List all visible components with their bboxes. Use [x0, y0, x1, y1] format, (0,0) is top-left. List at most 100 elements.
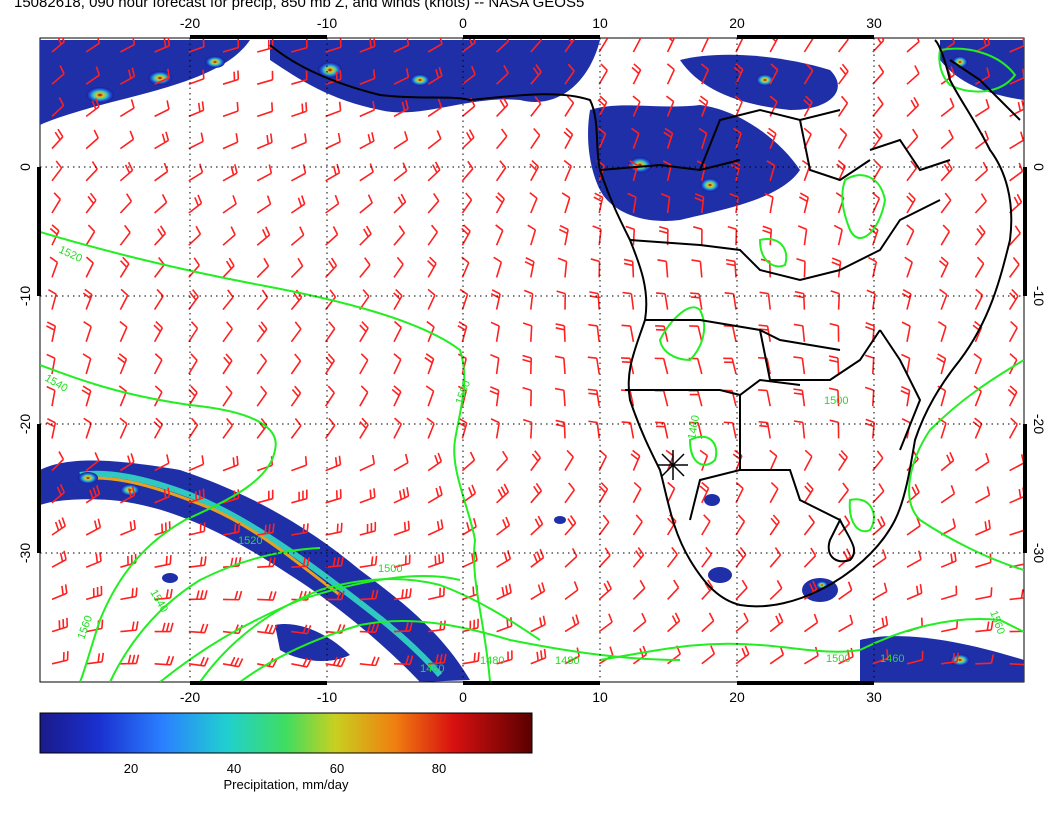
wind-barb-flag	[490, 321, 500, 327]
wind-barb-flag	[490, 353, 499, 359]
wind-barb-flag	[63, 550, 67, 560]
wind-barb	[735, 520, 746, 536]
wind-barb-flag	[370, 556, 374, 566]
wind-barb-flag	[990, 654, 995, 664]
wind-barb	[51, 491, 65, 504]
wind-barb-flag	[566, 95, 575, 104]
wind-barb-flag	[936, 357, 945, 364]
wind-barb-flag	[59, 65, 65, 75]
wind-barb-flag	[165, 589, 169, 599]
wind-barb-flag	[403, 522, 407, 532]
wind-barb	[837, 229, 843, 246]
wind-barb-flag	[561, 192, 571, 199]
frame-ticks	[37, 35, 1027, 685]
wind-barb-flag	[131, 654, 136, 664]
wind-barb-flag	[260, 353, 268, 362]
wind-barb-flag	[294, 385, 302, 394]
wind-barb-flag	[226, 417, 233, 426]
wind-barb	[803, 555, 817, 568]
wind-barb	[940, 199, 952, 214]
contour-label: 1500	[824, 395, 848, 407]
wind-barb-flag	[778, 613, 784, 622]
wind-barb-flag	[533, 485, 540, 495]
wind-barb	[906, 104, 920, 117]
wind-barb-flag	[772, 514, 780, 523]
wind-barb-flag	[83, 417, 92, 424]
wind-barb-flag	[468, 487, 473, 496]
wind-barb-flag	[915, 585, 919, 595]
wind-barb	[188, 424, 199, 439]
wind-barb-flag	[393, 292, 401, 300]
wind-barb-flag	[847, 581, 853, 591]
contour-label: 1460	[420, 663, 444, 675]
wind-barb	[290, 234, 305, 246]
wind-barb-flag	[493, 256, 502, 263]
wind-barb	[188, 109, 204, 118]
wind-barb-flag	[302, 164, 307, 174]
wind-barb-flag	[370, 656, 376, 666]
wind-barb	[119, 107, 135, 118]
wind-barb	[188, 202, 202, 214]
wind-barb-flag	[554, 355, 565, 359]
wind-barb-flag	[84, 288, 93, 296]
wind-barb-flag	[336, 557, 340, 567]
wind-barb-flag	[567, 518, 574, 527]
wind-barb	[564, 165, 572, 182]
wind-barb-flag	[458, 417, 468, 424]
wind-barb-flag	[809, 583, 815, 593]
wind-barb-flag	[986, 621, 990, 631]
wind-barb	[1009, 108, 1024, 118]
wind-barb-flag	[406, 38, 410, 46]
wind-barb-flag	[232, 457, 236, 467]
wind-barb	[667, 653, 681, 665]
wind-barb	[427, 75, 443, 85]
wind-barb	[85, 493, 100, 504]
wind-barb	[291, 565, 308, 568]
wind-barb-flag	[263, 257, 270, 267]
wind-barb-flag	[203, 657, 209, 667]
wind-barb-flag	[340, 556, 344, 566]
wind-barb-flag	[470, 553, 475, 563]
wind-barb-flag	[165, 622, 170, 632]
wind-barb-flag	[770, 481, 779, 490]
wind-barb-flag	[559, 224, 569, 231]
wind-barb	[256, 141, 273, 150]
wind-barb-flag	[397, 196, 404, 206]
wind-barb	[461, 390, 467, 407]
wind-barb	[872, 422, 876, 439]
wind-barb	[663, 422, 669, 439]
wind-barb-flag	[491, 289, 501, 295]
wind-barb-flag	[402, 162, 408, 172]
wind-barb-flag	[502, 96, 509, 106]
wind-barb-flag	[440, 519, 444, 529]
wind-barb-flag	[841, 63, 849, 72]
wind-barb-flag	[919, 584, 923, 594]
wind-barb	[598, 69, 608, 85]
wind-barb-flag	[439, 38, 443, 45]
wind-barb	[701, 587, 714, 600]
wind-barb-flag	[985, 99, 990, 109]
wind-barb	[731, 422, 737, 439]
wind-barb-flag	[759, 291, 769, 295]
colorbar-gradient	[39, 712, 533, 754]
wind-barb-flag	[734, 95, 743, 103]
wind-barb	[701, 455, 709, 471]
wind-barb	[461, 105, 476, 118]
wind-barb-flag	[197, 194, 203, 204]
wind-barb-flag	[536, 551, 542, 561]
wind-barb-flag	[829, 359, 839, 363]
wind-barb-flag	[665, 449, 674, 457]
wind-barb	[461, 422, 468, 439]
wind-barb	[564, 261, 568, 278]
wind-barb	[766, 390, 771, 407]
wind-barb	[154, 597, 171, 601]
wind-barb-flag	[724, 292, 734, 295]
wind-barb	[595, 390, 600, 407]
wind-barb	[154, 663, 171, 666]
wind-barb-flag	[499, 160, 507, 169]
wind-barb-flag	[505, 585, 509, 595]
wind-barb-flag	[234, 590, 239, 600]
wind-barb-flag	[48, 288, 57, 295]
wind-barb	[940, 231, 951, 246]
wind-barb-flag	[766, 131, 775, 139]
